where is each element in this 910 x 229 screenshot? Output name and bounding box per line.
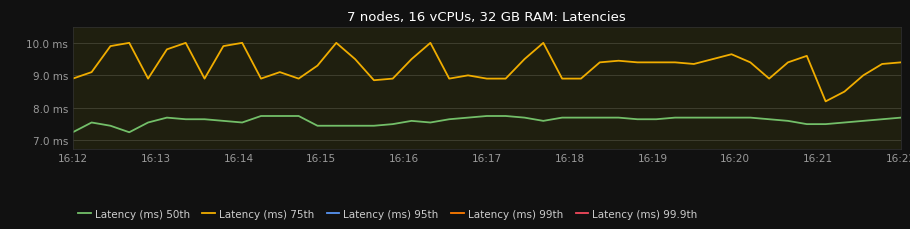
Latency (ms) 50th <box>105 125 116 128</box>
Latency (ms) 50th <box>895 117 906 120</box>
Latency (ms) 75th <box>688 63 699 66</box>
Latency (ms) 50th <box>293 115 304 118</box>
Latency (ms) 75th <box>425 42 436 45</box>
Latency (ms) 75th <box>462 75 473 77</box>
Latency (ms) 50th <box>256 115 267 118</box>
Latency (ms) 75th <box>876 63 887 66</box>
Latency (ms) 50th <box>199 118 210 121</box>
Latency (ms) 75th <box>217 46 228 48</box>
Latency (ms) 50th <box>575 117 586 120</box>
Latency (ms) 50th <box>237 122 248 124</box>
Latency (ms) 50th <box>726 117 737 120</box>
Latency (ms) 50th <box>312 125 323 128</box>
Latency (ms) 50th <box>783 120 794 123</box>
Latency (ms) 50th <box>876 118 887 121</box>
Latency (ms) 50th <box>369 125 379 128</box>
Latency (ms) 75th <box>331 42 342 45</box>
Latency (ms) 75th <box>895 62 906 64</box>
Line: Latency (ms) 75th: Latency (ms) 75th <box>73 44 901 102</box>
Title: 7 nodes, 16 vCPUs, 32 GB RAM: Latencies: 7 nodes, 16 vCPUs, 32 GB RAM: Latencies <box>348 11 626 24</box>
Latency (ms) 50th <box>217 120 228 123</box>
Latency (ms) 75th <box>858 75 869 77</box>
Latency (ms) 50th <box>161 117 172 120</box>
Latency (ms) 50th <box>820 123 831 126</box>
Latency (ms) 50th <box>444 118 455 121</box>
Latency (ms) 75th <box>707 58 718 61</box>
Latency (ms) 75th <box>86 71 97 74</box>
Latency (ms) 75th <box>632 62 642 64</box>
Latency (ms) 50th <box>707 117 718 120</box>
Latency (ms) 75th <box>802 55 813 58</box>
Latency (ms) 50th <box>763 118 774 121</box>
Latency (ms) 50th <box>143 122 154 124</box>
Latency (ms) 75th <box>820 101 831 103</box>
Latency (ms) 50th <box>180 118 191 121</box>
Latency (ms) 75th <box>256 78 267 81</box>
Latency (ms) 75th <box>481 78 492 81</box>
Latency (ms) 75th <box>519 58 530 61</box>
Latency (ms) 50th <box>425 122 436 124</box>
Latency (ms) 75th <box>124 42 135 45</box>
Latency (ms) 50th <box>331 125 342 128</box>
Latency (ms) 50th <box>688 117 699 120</box>
Latency (ms) 75th <box>575 78 586 81</box>
Latency (ms) 75th <box>293 78 304 81</box>
Latency (ms) 50th <box>538 120 549 123</box>
Latency (ms) 75th <box>670 62 681 64</box>
Latency (ms) 75th <box>594 62 605 64</box>
Latency (ms) 50th <box>481 115 492 118</box>
Latency (ms) 75th <box>406 58 417 61</box>
Latency (ms) 75th <box>783 62 794 64</box>
Latency (ms) 75th <box>501 78 511 81</box>
Latency (ms) 50th <box>802 123 813 126</box>
Latency (ms) 50th <box>462 117 473 120</box>
Latency (ms) 50th <box>86 122 97 124</box>
Latency (ms) 50th <box>858 120 869 123</box>
Latency (ms) 75th <box>651 62 662 64</box>
Latency (ms) 50th <box>67 131 78 134</box>
Latency (ms) 75th <box>613 60 624 63</box>
Latency (ms) 50th <box>632 118 642 121</box>
Latency (ms) 75th <box>312 65 323 68</box>
Latency (ms) 50th <box>519 117 530 120</box>
Latency (ms) 75th <box>557 78 568 81</box>
Latency (ms) 75th <box>839 91 850 94</box>
Latency (ms) 75th <box>161 49 172 52</box>
Latency (ms) 75th <box>388 78 399 81</box>
Latency (ms) 50th <box>670 117 681 120</box>
Latency (ms) 75th <box>67 78 78 81</box>
Latency (ms) 75th <box>237 42 248 45</box>
Latency (ms) 75th <box>349 58 360 61</box>
Latency (ms) 75th <box>199 78 210 81</box>
Latency (ms) 50th <box>406 120 417 123</box>
Latency (ms) 50th <box>745 117 756 120</box>
Latency (ms) 50th <box>594 117 605 120</box>
Line: Latency (ms) 50th: Latency (ms) 50th <box>73 117 901 133</box>
Latency (ms) 50th <box>613 117 624 120</box>
Latency (ms) 75th <box>444 78 455 81</box>
Latency (ms) 75th <box>275 71 286 74</box>
Latency (ms) 50th <box>275 115 286 118</box>
Latency (ms) 50th <box>501 115 511 118</box>
Latency (ms) 50th <box>349 125 360 128</box>
Latency (ms) 75th <box>180 42 191 45</box>
Latency (ms) 75th <box>538 42 549 45</box>
Latency (ms) 50th <box>839 122 850 124</box>
Latency (ms) 50th <box>388 123 399 126</box>
Legend: Latency (ms) 50th, Latency (ms) 75th, Latency (ms) 95th, Latency (ms) 99th, Late: Latency (ms) 50th, Latency (ms) 75th, La… <box>78 209 697 219</box>
Latency (ms) 75th <box>763 78 774 81</box>
Latency (ms) 50th <box>557 117 568 120</box>
Latency (ms) 75th <box>369 79 379 82</box>
Latency (ms) 50th <box>124 131 135 134</box>
Latency (ms) 75th <box>105 46 116 48</box>
Latency (ms) 75th <box>726 54 737 56</box>
Latency (ms) 50th <box>651 118 662 121</box>
Latency (ms) 75th <box>143 78 154 81</box>
Latency (ms) 75th <box>745 62 756 64</box>
